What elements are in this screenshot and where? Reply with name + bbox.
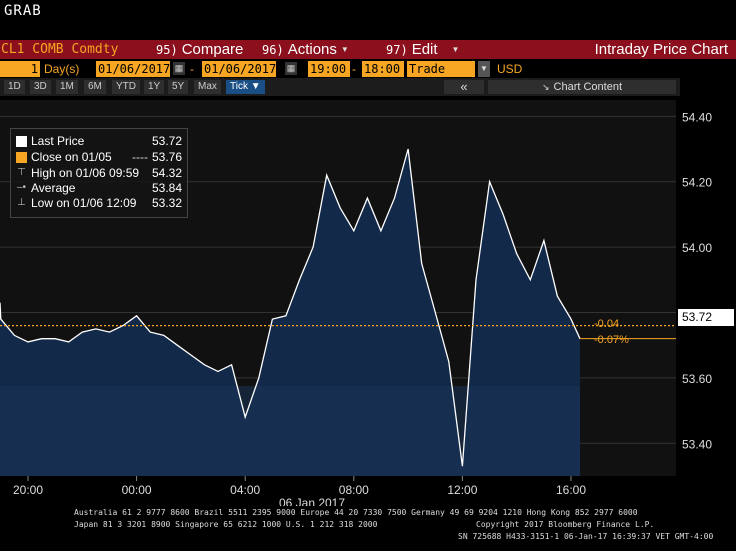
period-unit-label[interactable]: Day(s) [44, 62, 80, 76]
compare-label: Compare [181, 41, 244, 58]
footer-contacts-line-2: Japan 81 3 3201 8900 Singapore 65 6212 1… [74, 520, 378, 529]
average-marker-icon: –• [16, 182, 27, 193]
last-price-label: Last Price [31, 134, 85, 148]
legend-high: ⊤ High on 01/06 09:59 54.32 [16, 165, 182, 180]
close-dash-icon: ---- [132, 150, 148, 164]
field-select[interactable]: Trade [407, 61, 475, 77]
legend-average: –• Average 53.84 [16, 180, 182, 195]
high-marker-icon: ⊤ [17, 167, 26, 178]
range-bar: 1D 3D 1M 6M YTD 1Y 5Y Max Tick ▼ « ↘ Char… [0, 78, 680, 96]
legend-low: ⊥ Low on 01/06 12:09 53.32 [16, 195, 182, 210]
x-tick-label: 20:00 [13, 483, 43, 497]
date-separator: - [190, 62, 194, 76]
last-price-value: 53.72 [152, 134, 183, 148]
y-tick-label: 54.20 [682, 176, 712, 190]
range-1d[interactable]: 1D [4, 80, 25, 94]
chart-content-label: Chart Content [553, 81, 623, 93]
volume-band [0, 386, 581, 476]
security-ticker[interactable]: CL1 COMB Comdty [0, 42, 146, 57]
range-ytd[interactable]: YTD [112, 80, 140, 94]
last-price-swatch [16, 135, 27, 147]
legend-last-price: Last Price 53.72 [16, 133, 182, 149]
end-date-field[interactable]: 01/06/2017 [202, 61, 277, 77]
actions-dropdown-icon: ▼ [340, 45, 349, 54]
actions-button[interactable]: 96) Actions ▼ [256, 40, 380, 59]
actions-label: Actions [287, 41, 337, 58]
high-value: 54.32 [152, 165, 183, 180]
x-tick-label: 12:00 [447, 483, 477, 497]
average-value: 53.84 [152, 180, 183, 195]
y-tick-label: 54.00 [682, 241, 712, 255]
change-absolute: -0.04 [594, 318, 620, 330]
function-toolbar: CL1 COMB Comdty 95) Compare 96) Actions … [0, 40, 736, 59]
start-date-field[interactable]: 01/06/2017 [96, 61, 171, 77]
footer-contacts-line: Australia 61 2 9777 8600 Brazil 5511 239… [74, 508, 638, 517]
range-max[interactable]: Max [194, 80, 221, 94]
start-time-field[interactable]: 19:00 [308, 61, 350, 77]
last-price-tag: 53.72 [678, 309, 734, 326]
range-3d[interactable]: 3D [30, 80, 51, 94]
edit-button[interactable]: 97) Edit ▼ [380, 40, 472, 59]
low-label: Low on 01/06 12:09 [31, 195, 137, 210]
range-1y[interactable]: 1Y [144, 80, 165, 94]
y-tick-label: 54.40 [682, 110, 712, 124]
chart-content-button[interactable]: ↘ Chart Content [488, 80, 676, 94]
edit-label: Edit [411, 41, 438, 58]
range-1m[interactable]: 1M [56, 80, 78, 94]
date-label: 06 Jan 2017 [279, 496, 345, 506]
y-tick-label: 53.60 [682, 372, 712, 386]
compare-number: 95) [156, 42, 178, 57]
footer-copyright: Copyright 2017 Bloomberg Finance L.P. [476, 520, 655, 529]
field-dropdown-icon[interactable]: ▼ [478, 61, 490, 77]
close-swatch [16, 151, 27, 163]
x-tick-label: 08:00 [339, 483, 369, 497]
close-label: Close on 01/05 [31, 150, 112, 164]
price-chart[interactable]: 53.4053.6053.8054.0054.2054.4020:0000:00… [0, 96, 736, 506]
end-time-field[interactable]: 18:00 [362, 61, 404, 77]
compare-button[interactable]: 95) Compare [146, 40, 256, 59]
parameter-bar: 1 Day(s) 01/06/2017 ▦ - 01/06/2017 ▦ 19:… [0, 60, 736, 78]
time-separator: - [352, 62, 356, 76]
edit-number: 97) [386, 42, 408, 57]
change-percent: -0.07% [594, 334, 629, 346]
footer-session-info: SN 725688 H433-3151-1 06-Jan-17 16:39:37… [458, 532, 714, 541]
close-value: 53.76 [152, 150, 183, 164]
window-title: GRAB [4, 3, 42, 19]
period-value-field[interactable]: 1 [0, 61, 40, 77]
low-value: 53.32 [152, 195, 183, 210]
chart-legend[interactable]: Last Price 53.72 Close on 01/05 ---- 53.… [10, 128, 188, 218]
average-label: Average [31, 180, 76, 195]
edit-dropdown-icon: ▼ [451, 45, 460, 54]
start-calendar-icon[interactable]: ▦ [173, 62, 185, 75]
currency-label[interactable]: USD [497, 62, 523, 76]
x-tick-label: 16:00 [556, 483, 586, 497]
price-line [0, 148, 581, 467]
price-chart-svg: 53.4053.6053.8054.0054.2054.4020:0000:00… [0, 100, 712, 506]
chart-content-icon: ↘ [541, 82, 550, 92]
range-tick-dropdown[interactable]: Tick ▼ [226, 80, 265, 94]
collapse-panel-icon[interactable]: « [444, 80, 484, 94]
low-marker-icon: ⊥ [17, 197, 26, 208]
high-label: High on 01/06 09:59 [31, 165, 140, 180]
x-tick-label: 00:00 [122, 483, 152, 497]
chart-type-title: Intraday Price Chart [594, 41, 728, 58]
footer: Australia 61 2 9777 8600 Brazil 5511 239… [0, 507, 736, 551]
actions-number: 96) [262, 42, 284, 57]
range-6m[interactable]: 6M [84, 80, 106, 94]
end-calendar-icon[interactable]: ▦ [285, 62, 297, 75]
legend-close: Close on 01/05 ---- 53.76 [16, 149, 182, 165]
y-tick-label: 53.40 [682, 437, 712, 451]
range-5y[interactable]: 5Y [168, 80, 189, 94]
x-tick-label: 04:00 [230, 483, 260, 497]
